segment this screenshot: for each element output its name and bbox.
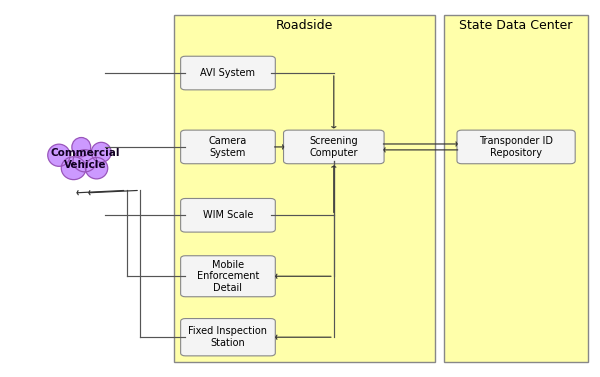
FancyBboxPatch shape — [181, 198, 275, 232]
Text: Commercial
Vehicle: Commercial Vehicle — [50, 148, 120, 170]
Bar — [444, 15, 588, 362]
Text: Mobile
Enforcement
Detail: Mobile Enforcement Detail — [197, 260, 259, 293]
Text: Screening
Computer: Screening Computer — [310, 136, 358, 158]
FancyBboxPatch shape — [457, 130, 575, 164]
Ellipse shape — [72, 138, 91, 157]
Text: Camera
System: Camera System — [209, 136, 247, 158]
Ellipse shape — [91, 142, 111, 162]
FancyBboxPatch shape — [181, 319, 275, 356]
Text: Transponder ID
Repository: Transponder ID Repository — [479, 136, 553, 158]
Text: State Data Center: State Data Center — [460, 18, 573, 32]
Ellipse shape — [85, 158, 108, 179]
Text: Roadside: Roadside — [276, 18, 333, 32]
FancyBboxPatch shape — [284, 130, 384, 164]
Text: AVI System: AVI System — [200, 68, 256, 78]
Ellipse shape — [61, 157, 86, 179]
FancyBboxPatch shape — [181, 56, 275, 90]
Text: WIM Scale: WIM Scale — [203, 210, 253, 220]
FancyBboxPatch shape — [181, 130, 275, 164]
Bar — [173, 15, 435, 362]
Ellipse shape — [73, 150, 97, 172]
Ellipse shape — [48, 144, 70, 166]
Text: Fixed Inspection
Station: Fixed Inspection Station — [188, 326, 268, 348]
FancyBboxPatch shape — [181, 256, 275, 297]
